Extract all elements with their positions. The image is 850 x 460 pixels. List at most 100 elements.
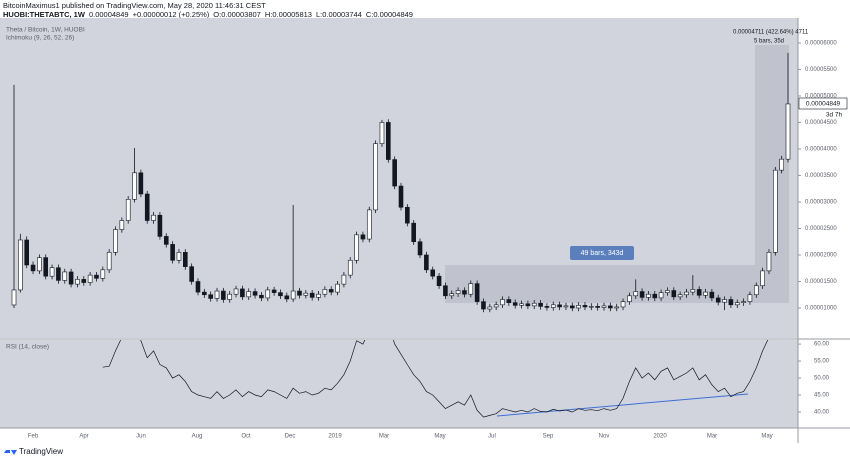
x-tick-label: Nov (599, 434, 610, 440)
candle-body (747, 294, 753, 302)
candle-body (557, 304, 562, 308)
candle-body (316, 293, 321, 298)
candle-body (335, 283, 340, 293)
y-tick-label: 0.00001500 (805, 279, 837, 285)
candles (11, 52, 791, 313)
candle-body (354, 234, 359, 261)
candle-body (240, 288, 245, 298)
candle-body (722, 299, 727, 303)
rsi-line (102, 340, 769, 418)
candle-body (665, 290, 670, 293)
candle-body (24, 239, 29, 266)
candle-body (214, 290, 220, 299)
x-tick-label: 2019 (328, 434, 342, 440)
candle-body (614, 306, 620, 309)
candle-body (512, 302, 518, 306)
candle-body (411, 222, 416, 243)
candle-body (595, 306, 600, 308)
candle-body (576, 305, 581, 309)
candle-body (779, 158, 784, 171)
y-tick-label: 0.00003500 (805, 173, 837, 179)
legend-main: Theta / Bitcoin, 1W, HUOBI (6, 27, 85, 34)
candle-body (481, 301, 486, 310)
candle-body (569, 305, 575, 309)
x-tick-label: Oct (241, 434, 251, 440)
candle-body (30, 264, 36, 272)
candle-body (633, 291, 639, 297)
candle-body (741, 301, 746, 303)
candle-body (322, 289, 328, 295)
candle-body (373, 143, 378, 211)
candle-body (208, 294, 213, 299)
y-tick-label: 0.00003000 (805, 200, 837, 206)
footer: TradingView (4, 447, 63, 456)
candle-body (221, 290, 226, 300)
candle-body (87, 274, 93, 283)
candle-body (56, 267, 61, 281)
rsi-tick-label: 40.00 (814, 410, 830, 416)
candle-body (62, 271, 68, 281)
candle-body (405, 206, 410, 224)
candle-body (68, 271, 74, 285)
candle-body (443, 285, 448, 297)
candle-body (252, 291, 258, 296)
candle-body (360, 234, 366, 240)
date-range-box (445, 265, 755, 303)
y-tick-label: 0.00005500 (805, 67, 837, 73)
candle-body (487, 306, 493, 310)
candle-body (132, 172, 137, 200)
candle-body (696, 289, 702, 296)
candle-body (734, 302, 740, 306)
candle-body (271, 289, 277, 293)
legend-ichimoku: Ichimoku (9, 26, 52, 26) (6, 35, 74, 42)
candle-body (728, 299, 734, 306)
x-tick-label: 2020 (653, 434, 667, 440)
change: +0.00000012 (+0.25%) (132, 10, 210, 19)
candle-body (690, 289, 696, 293)
candle-body (392, 159, 397, 187)
candle-body (151, 214, 156, 221)
move-bars: 5 bars, 35d (754, 39, 784, 45)
candle-body (163, 236, 169, 245)
price-tag (798, 97, 848, 110)
candle-body (125, 199, 131, 221)
candle-body (550, 304, 556, 308)
candle-body (773, 169, 778, 253)
candle-body (144, 193, 150, 221)
y-tick-label: 0.00006000 (805, 40, 837, 46)
candle-body (785, 103, 791, 160)
range-label-box (570, 246, 634, 260)
candle-body (18, 239, 23, 291)
candle-body (398, 185, 404, 208)
y-tick-label: 0.00004000 (805, 147, 837, 153)
candle-body (11, 289, 17, 306)
ohlc-low: L:0.00003744 (315, 10, 362, 19)
candle-body (677, 294, 683, 298)
header: BitcoinMaximus1 published on TradingView… (3, 1, 417, 19)
x-tick-label: Feb (28, 434, 39, 440)
candle-body (284, 295, 290, 300)
candle-body (519, 303, 524, 306)
candle-body (436, 275, 442, 287)
candle-body (303, 292, 309, 296)
candle-body (106, 252, 112, 271)
x-tick-label: Mar (707, 434, 717, 440)
candle-body (493, 304, 499, 308)
x-tick-label: Dec (285, 434, 296, 440)
y-tick-label: 0.00004500 (805, 120, 837, 126)
candle-body (760, 270, 765, 287)
candle-body (709, 291, 715, 299)
candle-body (430, 269, 436, 277)
candle-body (189, 266, 194, 282)
footer-brand: TradingView (19, 447, 63, 456)
candle-body (424, 254, 429, 271)
x-tick-label: Jun (136, 434, 146, 440)
last-price: 0.00004849 (88, 10, 129, 19)
candle-body (646, 293, 651, 298)
candle-body (417, 241, 423, 256)
x-tick-label: Apr (79, 434, 88, 440)
x-tick-label: Aug (192, 434, 203, 440)
candle-body (157, 214, 163, 237)
y-tick-label: 0.00001000 (805, 306, 837, 312)
